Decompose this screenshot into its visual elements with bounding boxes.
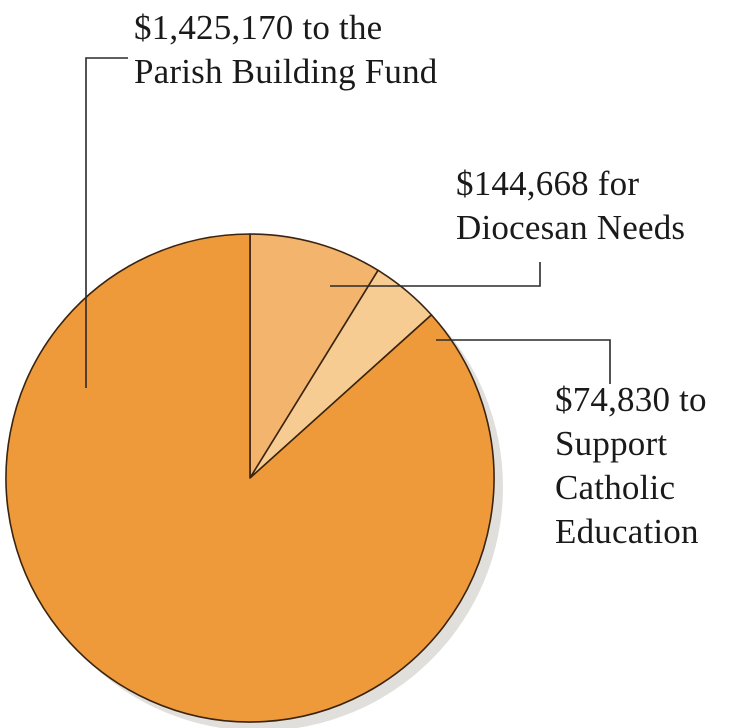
slice-label-line: $74,830 to — [555, 380, 707, 419]
slice-label-line: Diocesan Needs — [456, 208, 686, 247]
leader-line-catholic-education — [436, 339, 611, 384]
slice-label-line: Education — [555, 512, 699, 551]
pie-slice-diocesan-needs — [249, 233, 379, 479]
slice-label-line: Support — [555, 424, 668, 463]
slice-label-parish-building-fund: $1,425,170 to the Parish Building Fund — [134, 6, 437, 94]
leader-line-diocesan-needs — [330, 262, 541, 287]
slice-label-line: $144,668 for — [456, 164, 640, 203]
slice-label-diocesan-needs: $144,668 for Diocesan Needs — [456, 162, 685, 250]
slice-label-catholic-education: $74,830 to Support Catholic Education — [555, 378, 707, 554]
slice-label-line: $1,425,170 to the — [134, 8, 383, 47]
pie-slice-parish-building-fund — [5, 233, 495, 723]
leader-line-parish-building-fund — [85, 57, 128, 388]
slice-label-line: Parish Building Fund — [134, 52, 438, 91]
slice-label-line: Catholic — [555, 468, 676, 507]
